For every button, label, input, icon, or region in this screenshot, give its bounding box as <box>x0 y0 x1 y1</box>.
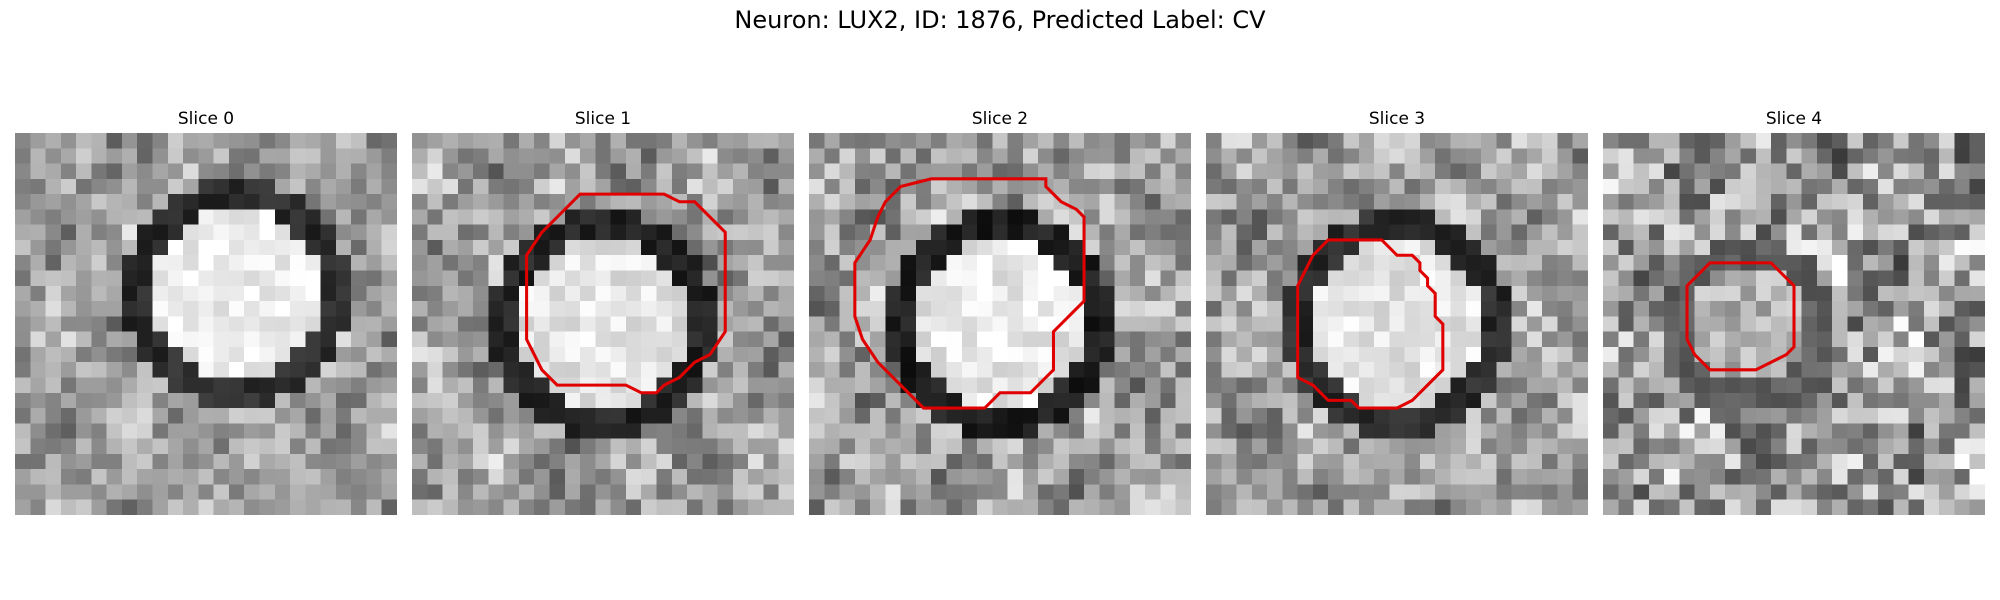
slice-panel-1: Slice 1 <box>412 108 794 515</box>
slice-image <box>809 133 1191 515</box>
slice-panel-4: Slice 4 <box>1603 108 1985 515</box>
slice-title: Slice 0 <box>177 109 235 129</box>
slice-title: Slice 1 <box>574 109 632 129</box>
slice-image <box>1603 133 1985 515</box>
slice-panel-2: Slice 2 <box>809 108 1191 515</box>
slice-panel-0: Slice 0 <box>15 108 397 515</box>
slice-panel-3: Slice 3 <box>1206 108 1588 515</box>
slice-image <box>1206 133 1588 515</box>
slice-title: Slice 3 <box>1368 109 1426 129</box>
slice-image <box>412 133 794 515</box>
slice-image <box>15 133 397 515</box>
slice-title: Slice 2 <box>971 109 1029 129</box>
figure-title: Neuron: LUX2, ID: 1876, Predicted Label:… <box>734 6 1266 34</box>
slice-title: Slice 4 <box>1765 109 1823 129</box>
